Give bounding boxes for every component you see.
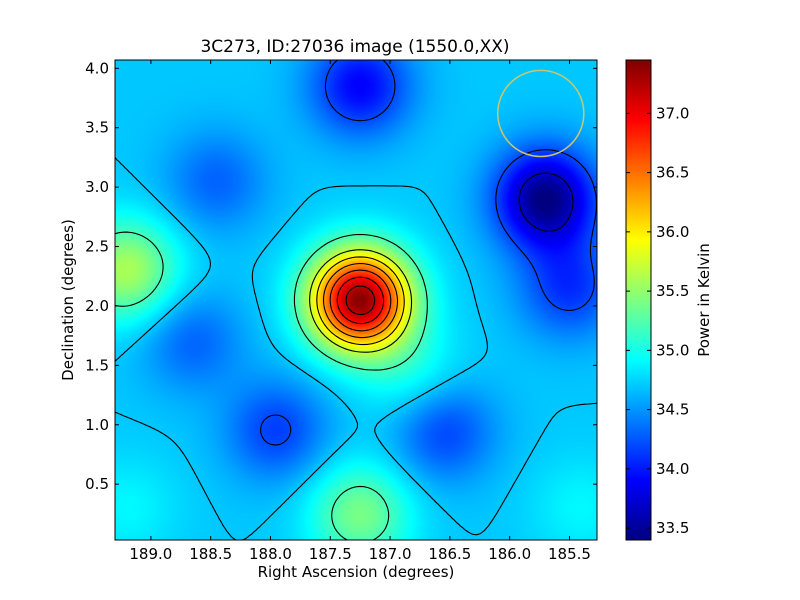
contour-level-0 [518, 172, 574, 232]
contour-level-9 [345, 285, 376, 316]
colorbar-label: Power in Kelvin [695, 243, 713, 357]
y-tick-label: 4.0 [85, 59, 109, 77]
y-tick-label: 3.0 [85, 178, 109, 196]
plot-area [114, 59, 598, 541]
y-axis-label: Declination (degrees) [59, 219, 77, 381]
y-tick-label: 1.0 [85, 416, 109, 434]
y-tick-label: 2.5 [85, 238, 109, 256]
y-tick-label: 1.5 [85, 356, 109, 374]
colorbar-tick-label: 34.0 [656, 460, 689, 478]
y-axis: 0.5 1.0 1.5 2.0 2.5 3.0 3.5 4.0 [85, 59, 597, 493]
y-tick-label: 2.0 [85, 297, 109, 315]
contour-level-7 [329, 269, 392, 332]
plot-frame [114, 59, 598, 541]
colorbar-tick-label: 36.0 [656, 223, 689, 241]
beam-circle [496, 69, 585, 158]
heatmap-image [115, 60, 597, 540]
x-tick-label: 188.5 [189, 545, 232, 563]
contour-level-4 [309, 249, 413, 353]
x-axis-label: Right Ascension (degrees) [258, 563, 455, 581]
contour-level-2 [114, 157, 598, 541]
x-tick-label: 186.5 [428, 545, 471, 563]
colorbar-tick-label: 34.5 [656, 401, 689, 419]
colorbar-frame [625, 59, 652, 541]
x-tick-label: 187.0 [369, 545, 412, 563]
colorbar-tick-label: 35.5 [656, 282, 689, 300]
y-tick-label: 3.5 [85, 119, 109, 137]
colorbar: 33.5 34.0 34.5 35.0 35.5 36.0 36.5 37.0 Power i… [625, 59, 713, 541]
contour-level-8 [336, 276, 385, 325]
colorbar-tick-label: 37.0 [656, 104, 689, 122]
colorbar-tick-label: 35.0 [656, 341, 689, 359]
x-tick-label: 185.5 [548, 545, 591, 563]
colorbar-tick-label: 33.5 [656, 519, 689, 537]
x-tick-label: 188.0 [249, 545, 292, 563]
colorbar-gradient [626, 60, 651, 540]
contour-level-1 [260, 59, 597, 446]
x-axis: 189.0 188.5 188.0 187.5 187.0 186.5 186.0 185.5 [129, 60, 591, 563]
x-tick-label: 189.0 [129, 545, 172, 563]
chart-title: 3C273, ID:27036 image (1550.0,XX) [200, 37, 509, 57]
contour-level-5 [316, 256, 405, 346]
contour-level-6 [322, 262, 399, 339]
contour-lines [114, 59, 598, 541]
x-tick-label: 186.0 [488, 545, 531, 563]
colorbar-tick-label: 36.5 [656, 164, 689, 182]
x-tick-label: 187.5 [309, 545, 352, 563]
y-tick-label: 0.5 [85, 475, 109, 493]
contour-level-3 [114, 231, 428, 541]
colorbar-ticks: 33.5 34.0 34.5 35.0 35.5 36.0 36.5 37.0 [626, 104, 689, 537]
